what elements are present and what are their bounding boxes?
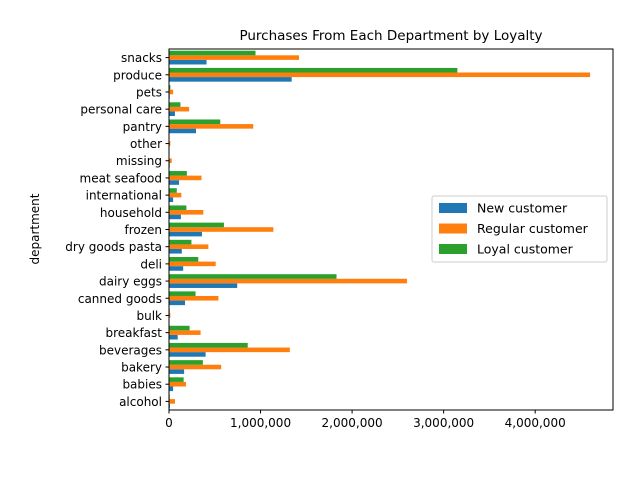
bar-loyal-customer-breakfast (169, 325, 190, 331)
bar-regular-customer-bakery (169, 364, 222, 370)
legend: New customer Regular customer Loyal custom… (431, 195, 608, 263)
bar-new-customer-produce (169, 77, 292, 82)
y-tick-label: dry goods pasta (65, 240, 162, 254)
x-tick-label: 4,000,000 (505, 416, 566, 430)
x-tick-label: 0 (165, 416, 173, 430)
y-tick-label: dairy eggs (99, 275, 162, 289)
bar-loyal-customer-babies (169, 377, 184, 382)
legend-swatch (439, 223, 467, 234)
bar-regular-customer-other (169, 141, 171, 146)
x-tick-label: 2,000,000 (322, 416, 383, 430)
y-tick-label: deli (140, 257, 162, 271)
bar-new-customer-pantry (169, 128, 197, 134)
bar-loyal-customer-personal-care (169, 102, 181, 107)
bar-new-customer-frozen (169, 231, 202, 237)
plot-frame (168, 48, 614, 411)
bar-regular-customer-beverages (169, 347, 290, 353)
y-tick-label: babies (122, 378, 162, 392)
bar-regular-customer-bulk (169, 313, 171, 318)
y-tick-label: produce (113, 68, 162, 82)
bar-regular-customer-household (169, 210, 204, 215)
y-tick-label: alcohol (119, 395, 162, 409)
x-tick-label: 3,000,000 (413, 416, 474, 430)
legend-label: New customer (477, 201, 568, 216)
bar-regular-customer-canned-goods (169, 295, 219, 301)
bar-regular-customer-frozen (169, 227, 274, 232)
bar-loyal-customer-pets (169, 85, 171, 90)
bar-regular-customer-babies (169, 381, 186, 387)
bar-loyal-customer-household (169, 205, 187, 211)
bar-loyal-customer-frozen (169, 222, 224, 228)
bar-regular-customer-breakfast (169, 330, 201, 335)
y-tick-label: household (100, 206, 162, 220)
bar-regular-customer-pets (169, 89, 174, 95)
bar-new-customer-international (169, 197, 174, 202)
bar-loyal-customer-international (169, 188, 177, 193)
y-tick-label: breakfast (105, 326, 162, 340)
bar-regular-customer-snacks (169, 55, 299, 60)
bar-regular-customer-alcohol (169, 399, 175, 404)
y-axis: alcohol babies bakery beverages breakfast bul… (65, 51, 169, 409)
bar-regular-customer-produce (169, 72, 591, 78)
bar-loyal-customer-meat-seafood (169, 171, 187, 176)
bar-loyal-customer-deli (169, 257, 199, 262)
legend-label: Loyal customer (477, 242, 574, 257)
bar-new-customer-bakery (169, 369, 185, 374)
bar-loyal-customer-snacks (169, 50, 256, 56)
x-axis: 0 1,000,000 2,000,000 3,000,000 4,000,000 (165, 410, 566, 430)
bar-new-customer-babies (169, 386, 174, 392)
bar-new-customer-deli (169, 266, 184, 271)
bar-new-customer-breakfast (169, 334, 178, 340)
y-axis-label: department (28, 193, 42, 264)
legend-label: Regular customer (477, 221, 589, 236)
bar-new-customer-snacks (169, 59, 207, 65)
bar-regular-customer-meat-seafood (169, 175, 202, 181)
legend-swatch (439, 244, 467, 254)
y-tick-label: international (86, 189, 162, 203)
y-tick-label: pantry (123, 120, 162, 134)
bar-regular-customer-missing (169, 158, 172, 164)
bar-regular-customer-personal-care (169, 106, 190, 112)
y-tick-label: meat seafood (80, 171, 162, 185)
bar-loyal-customer-pantry (169, 119, 221, 125)
chart-title: Purchases From Each Department by Loyalt… (239, 28, 542, 44)
legend-swatch (439, 203, 467, 213)
bar-new-customer-canned-goods (169, 300, 186, 306)
y-tick-label: snacks (121, 51, 162, 65)
bar-new-customer-dairy-eggs (169, 283, 238, 288)
bar-new-customer-household (169, 214, 181, 220)
y-tick-label: missing (116, 154, 162, 168)
x-tick-label: 1,000,000 (230, 416, 291, 430)
legend-box (431, 195, 608, 263)
bar-regular-customer-international (169, 192, 182, 198)
bar-regular-customer-pantry (169, 124, 254, 129)
bar-loyal-customer-beverages (169, 342, 248, 348)
y-tick-label: bulk (136, 309, 162, 323)
y-tick-label: beverages (99, 343, 162, 357)
bar-loyal-customer-canned-goods (169, 291, 196, 296)
bars-layer (169, 50, 591, 409)
bar-regular-customer-dairy-eggs (169, 278, 408, 284)
bar-new-customer-dry-goods-pasta (169, 248, 182, 254)
bar-loyal-customer-dairy-eggs (169, 274, 337, 279)
bar-loyal-customer-bakery (169, 360, 203, 365)
y-tick-label: canned goods (78, 292, 162, 306)
bar-new-customer-personal-care (169, 111, 175, 117)
bar-regular-customer-deli (169, 261, 216, 267)
y-tick-label: personal care (80, 103, 162, 117)
bar-new-customer-meat-seafood (169, 180, 180, 185)
bar-loyal-customer-dry-goods-pasta (169, 239, 192, 245)
y-tick-label: pets (136, 85, 162, 99)
y-tick-label: other (130, 137, 162, 151)
bar-new-customer-beverages (169, 352, 206, 357)
y-tick-label: frozen (124, 223, 162, 237)
bar-regular-customer-dry-goods-pasta (169, 244, 209, 249)
bar-loyal-customer-produce (169, 67, 458, 73)
y-tick-label: bakery (121, 361, 162, 375)
